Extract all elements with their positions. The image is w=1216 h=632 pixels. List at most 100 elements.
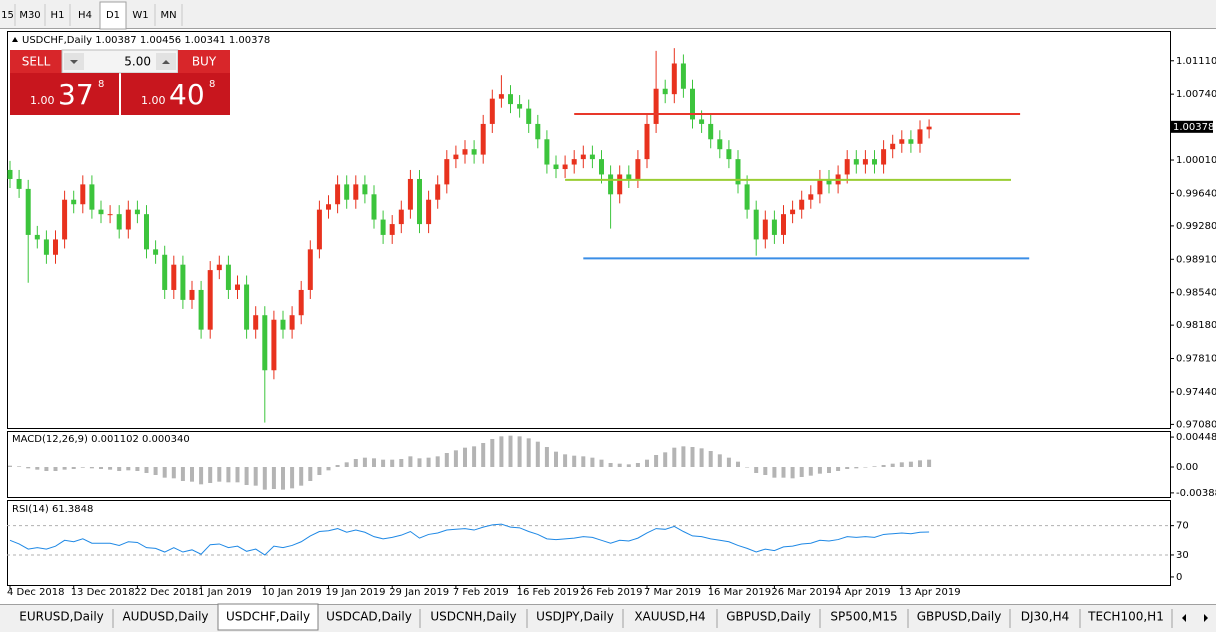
- x-tick-label: 4 Dec 2018: [7, 587, 65, 598]
- candle-body: [171, 264, 177, 290]
- candle-body: [799, 199, 805, 210]
- macd-bar: [390, 459, 395, 467]
- macd-bar: [426, 457, 431, 467]
- candle-body: [771, 219, 777, 235]
- symbol-tab[interactable]: USDCHF,Daily: [226, 610, 310, 624]
- candle-body: [380, 219, 386, 235]
- x-tick-label: 10 Jan 2019: [262, 587, 322, 598]
- symbol-tab[interactable]: AUDUSD,Daily: [122, 610, 208, 624]
- macd-bar: [326, 467, 331, 471]
- buy-button[interactable]: [178, 50, 230, 73]
- sell-button[interactable]: [10, 50, 62, 73]
- macd-bar: [126, 467, 131, 471]
- candle-body: [735, 159, 741, 185]
- active-timeframe-tab[interactable]: [99, 1, 127, 30]
- timeframe-tab[interactable]: M30: [19, 10, 40, 21]
- symbol-tab[interactable]: SP500,M15: [830, 610, 897, 624]
- x-tick-label: 7 Feb 2019: [453, 587, 509, 598]
- candle-body: [872, 159, 877, 165]
- sell-label[interactable]: SELL: [22, 55, 51, 69]
- symbol-tab[interactable]: USDCNH,Daily: [430, 610, 516, 624]
- timeframe-tab[interactable]: W1: [132, 10, 148, 21]
- tabs-left-arrow[interactable]: [1182, 614, 1186, 622]
- candle-body: [808, 194, 814, 200]
- macd-bar: [372, 458, 376, 467]
- macd-bar: [717, 454, 722, 467]
- macd-bar: [872, 466, 877, 467]
- macd-bar: [444, 453, 449, 467]
- up-arrow: [162, 60, 170, 64]
- macd-bar: [217, 467, 222, 482]
- macd-bar: [908, 461, 913, 467]
- timeframe-tab[interactable]: H1: [51, 10, 65, 21]
- x-tick-label: 19 Jan 2019: [326, 587, 386, 598]
- candle-body: [653, 88, 659, 124]
- macd-bar: [399, 459, 404, 467]
- candle-body: [589, 154, 595, 160]
- candle-body: [608, 174, 614, 195]
- symbol-tab[interactable]: XAUUSD,H4: [634, 610, 705, 624]
- macd-bar: [535, 441, 540, 467]
- sell-price-box[interactable]: [10, 73, 119, 115]
- macd-bar: [599, 459, 604, 467]
- symbol-tab[interactable]: USDJPY,Daily: [536, 610, 614, 624]
- macd-bar: [153, 467, 158, 475]
- timeframe-tab[interactable]: MN: [160, 10, 176, 21]
- timeframe-tab[interactable]: H4: [78, 10, 92, 21]
- candle-body: [699, 119, 705, 124]
- symbol-tab[interactable]: GBPUSD,Daily: [726, 610, 811, 624]
- chart-title: USDCHF,Daily 1.00387 1.00456 1.00341 1.0…: [22, 35, 270, 46]
- macd-bar: [781, 467, 786, 478]
- y-tick-label: 0.98910: [1176, 254, 1216, 265]
- macd-bar: [863, 467, 868, 468]
- macd-bar: [99, 467, 103, 469]
- buy-price-box[interactable]: [121, 73, 230, 115]
- candle-body: [462, 149, 468, 155]
- candle-body: [362, 184, 368, 195]
- macd-bar: [690, 447, 695, 467]
- symbol-tab[interactable]: EURUSD,Daily: [19, 610, 104, 624]
- lot-value[interactable]: 5.00: [124, 55, 151, 69]
- symbol-tab[interactable]: DJ30,H4: [1021, 610, 1070, 624]
- x-tick-label: 13 Apr 2019: [899, 587, 961, 598]
- symbol-tab[interactable]: GBPUSD,Daily: [917, 610, 1002, 624]
- candle-body: [517, 104, 523, 109]
- macd-bar: [408, 456, 413, 467]
- macd-bar: [226, 467, 231, 483]
- x-tick-label: 29 Jan 2019: [389, 587, 449, 598]
- candle-body: [626, 174, 632, 179]
- macd-panel-frame: [7, 431, 1171, 498]
- buy-price-point: 8: [209, 79, 215, 90]
- candle-body: [189, 289, 195, 300]
- candle-body: [298, 289, 304, 316]
- buy-label[interactable]: BUY: [192, 55, 217, 69]
- collapse-icon[interactable]: [12, 37, 18, 42]
- candle-body: [908, 139, 914, 144]
- macd-bar: [71, 467, 76, 469]
- macd-bar: [708, 451, 713, 467]
- macd-bar: [44, 467, 49, 471]
- timeframe-tab[interactable]: D1: [106, 10, 120, 21]
- candle-body: [917, 129, 923, 144]
- tabs-right-arrow[interactable]: [1204, 614, 1208, 622]
- timeframe-bar: [0, 0, 1216, 29]
- candle-body: [426, 199, 432, 225]
- candle-body: [790, 209, 796, 215]
- candle-body: [762, 219, 768, 240]
- candle-body: [899, 139, 905, 144]
- macd-bar: [262, 467, 267, 490]
- x-tick-label: 26 Mar 2019: [771, 587, 834, 598]
- x-tick-label: 13 Dec 2018: [71, 587, 135, 598]
- timeframe-tab[interactable]: 15: [1, 10, 14, 21]
- symbol-tab[interactable]: TECH100,H1: [1087, 610, 1164, 624]
- active-symbol-tab[interactable]: [217, 603, 319, 631]
- candle-body: [335, 184, 341, 205]
- macd-bar: [790, 467, 795, 479]
- candle-body: [271, 319, 277, 371]
- symbol-tab[interactable]: USDCAD,Daily: [326, 610, 412, 624]
- x-tick-label: 26 Feb 2019: [580, 587, 642, 598]
- sell-price-prefix: 1.00: [30, 94, 55, 107]
- candle-body: [371, 194, 377, 220]
- candle-body: [344, 184, 350, 200]
- x-tick-label: 16 Feb 2019: [517, 587, 579, 598]
